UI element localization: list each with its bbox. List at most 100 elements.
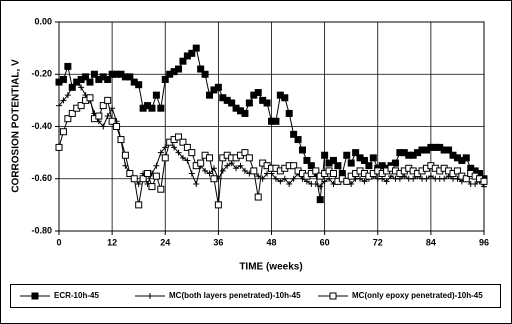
data-point — [272, 117, 280, 125]
y-tick-label: -0.80 — [31, 225, 52, 235]
data-point — [445, 146, 453, 154]
data-point — [82, 73, 90, 81]
data-point — [77, 102, 85, 110]
data-point — [214, 201, 222, 209]
data-point — [179, 57, 187, 65]
x-tick-label: 0 — [56, 237, 61, 247]
data-point — [312, 167, 320, 175]
y-axis-title: CORROSION POTENTIAL, V — [11, 59, 22, 193]
data-point — [334, 162, 342, 170]
data-point — [73, 79, 80, 86]
data-point — [206, 91, 214, 99]
data-point — [206, 154, 214, 162]
data-point — [307, 162, 315, 170]
data-point — [183, 143, 191, 151]
data-point — [303, 156, 311, 164]
data-point — [254, 89, 262, 97]
x-tick-label: 60 — [320, 237, 330, 247]
x-tick-label: 48 — [266, 237, 276, 247]
data-point — [126, 73, 134, 81]
data-point — [179, 154, 186, 161]
data-point — [480, 177, 488, 185]
data-point — [241, 109, 249, 117]
data-point — [104, 96, 112, 104]
data-point — [197, 159, 205, 167]
data-point — [148, 104, 156, 112]
data-point — [188, 49, 196, 57]
data-point — [441, 175, 448, 182]
y-tick-label: -0.40 — [31, 121, 52, 131]
data-point — [59, 75, 67, 83]
data-point — [219, 167, 226, 174]
data-point — [113, 123, 121, 130]
data-point — [272, 175, 279, 182]
data-point — [148, 183, 156, 191]
data-point — [161, 75, 169, 83]
data-point — [122, 162, 129, 169]
data-point — [369, 154, 377, 162]
data-point — [179, 138, 187, 146]
data-point — [135, 180, 142, 187]
data-point — [237, 162, 244, 169]
data-point — [100, 123, 107, 130]
data-point — [383, 178, 390, 185]
data-point — [285, 109, 293, 117]
data-point — [55, 143, 63, 151]
data-point — [391, 159, 399, 167]
data-point — [130, 175, 138, 183]
data-point — [99, 102, 107, 110]
x-tick-label: 96 — [479, 237, 489, 247]
data-point — [152, 91, 160, 99]
data-point — [317, 183, 324, 190]
data-point — [56, 102, 62, 109]
data-point — [462, 175, 470, 183]
data-point — [462, 154, 470, 162]
data-point — [388, 173, 395, 180]
data-point — [281, 94, 289, 102]
data-point — [290, 130, 298, 138]
data-point — [117, 136, 125, 144]
data-point — [298, 146, 306, 154]
data-point — [68, 109, 76, 117]
data-point — [69, 84, 76, 91]
data-point — [104, 113, 111, 120]
data-point — [201, 70, 209, 78]
data-point — [104, 75, 112, 83]
legend-label: MC(only epoxy penetrated)-10h-45 — [352, 291, 483, 300]
data-point — [343, 151, 351, 159]
data-point — [90, 70, 98, 78]
data-point — [95, 112, 103, 120]
data-point — [60, 97, 67, 104]
data-point — [255, 173, 262, 180]
data-point — [290, 162, 298, 170]
data-point — [347, 159, 355, 167]
data-point — [171, 144, 178, 151]
data-point — [192, 44, 200, 52]
data-point — [210, 165, 217, 172]
data-point — [365, 162, 373, 170]
data-point — [206, 170, 213, 177]
data-point — [139, 175, 147, 183]
legend-box — [10, 284, 501, 308]
data-point — [157, 104, 165, 112]
data-point — [188, 170, 195, 177]
data-point — [427, 173, 434, 180]
data-point — [152, 172, 160, 180]
data-point — [453, 167, 461, 175]
y-tick-label: -0.60 — [31, 173, 52, 183]
data-point — [316, 196, 324, 204]
data-point — [64, 62, 72, 70]
data-point — [175, 149, 182, 156]
data-point — [86, 94, 94, 102]
data-point — [329, 156, 337, 164]
data-point — [175, 133, 183, 141]
legend-label: MC(both layers penetrated)-10h-45 — [169, 291, 301, 300]
data-point — [259, 175, 266, 182]
data-point — [64, 92, 71, 99]
data-point — [59, 128, 67, 136]
data-point — [184, 157, 191, 164]
data-point — [157, 149, 164, 156]
data-point — [197, 65, 205, 73]
data-point — [326, 175, 333, 182]
